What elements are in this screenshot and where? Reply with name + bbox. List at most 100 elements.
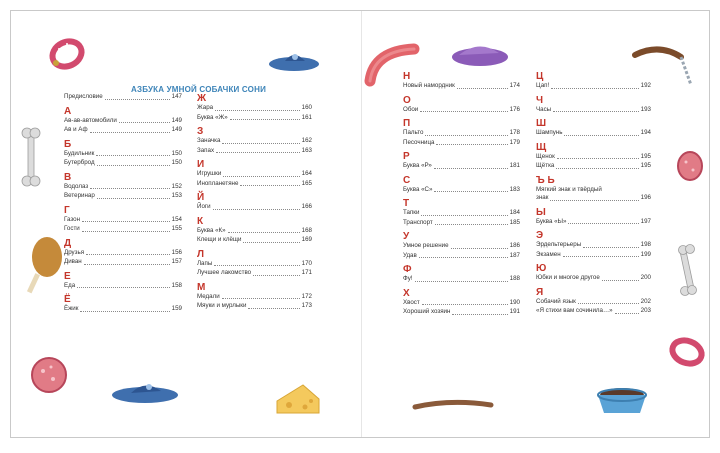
toc-entry[interactable]: Умное решение 186 (403, 242, 520, 251)
toc-entry[interactable]: Буква «Р» 181 (403, 162, 520, 171)
toc-entry[interactable]: Будильник 150 (64, 150, 182, 159)
toc-entry[interactable]: Буква «С» 183 (403, 186, 520, 195)
toc-entry-page: 169 (301, 236, 312, 243)
toc-entry-title: Йоги (197, 203, 211, 210)
toc-entry[interactable]: Щётка 195 (536, 162, 651, 171)
dot-leader (434, 224, 508, 225)
toc-entry-title: Экзамен (536, 250, 561, 258)
dot-leader (221, 298, 300, 299)
toc-entry[interactable]: Медали 172 (197, 293, 312, 302)
toc-entry[interactable]: Игрушки 164 (197, 170, 312, 179)
toc-entry[interactable]: Удав 187 (403, 252, 520, 261)
toc-entry-page: 157 (171, 258, 182, 265)
toc-section: Ш Шампунь 194 (536, 118, 651, 138)
dot-leader (452, 313, 508, 315)
toc-entry[interactable]: Гости 155 (64, 225, 182, 234)
section-letter: Щ (536, 141, 547, 153)
toc-entry[interactable]: «Я стихи вам сочинила…» 203 (536, 307, 651, 316)
toc-entry[interactable]: Инопланетяне 165 (197, 180, 312, 189)
toc-entry[interactable]: Тапки 184 (403, 209, 520, 218)
toc-entry[interactable]: Ав и Аф 149 (64, 126, 182, 135)
toc-entry[interactable]: Клещи и клёщи 169 (197, 236, 312, 245)
toc-entry[interactable]: Хороший хозяин 191 (403, 308, 520, 317)
toc-entry[interactable]: Лучшее лакомство 171 (197, 269, 312, 278)
dot-leader (614, 312, 639, 314)
dot-leader (96, 197, 170, 199)
section-letter: В (64, 171, 72, 183)
toc-entry-title: Предисловие (64, 93, 103, 100)
toc-entry[interactable]: Ветеринар 153 (64, 192, 182, 201)
toc-entry[interactable]: Транспорт 185 (403, 219, 520, 228)
section-letter: Ы (536, 206, 546, 218)
toc-entry-page: 176 (509, 105, 520, 113)
toc-entry[interactable]: Хвост 190 (403, 299, 520, 308)
toc-entry-page: 195 (640, 152, 651, 160)
toc-entry[interactable]: Жара 160 (197, 104, 312, 113)
toc-entry-title: Бутерброд (64, 159, 95, 166)
dot-leader (556, 158, 639, 159)
toc-entry[interactable]: Лапы 170 (197, 260, 312, 269)
toc-entry-title: Буква «К» (197, 226, 226, 234)
toc-section: Щ Щенок 195 Щётка 195 (536, 142, 651, 171)
toc-entry[interactable]: Обои 176 (403, 106, 520, 115)
toc-entry-page: 184 (509, 209, 520, 216)
toc-entry[interactable]: Юбки и многое другое 200 (536, 274, 651, 283)
toc-entry[interactable]: Ёжик 159 (64, 305, 182, 314)
toc-entry-title: Игрушки (197, 170, 222, 177)
toc-entry[interactable]: Новый намордник 174 (403, 82, 520, 91)
toc-entry-title: Хвост (403, 298, 420, 306)
toc-entry[interactable]: Газон 154 (64, 216, 182, 225)
toc-entry[interactable]: Щенок 195 (536, 153, 651, 162)
toc-entry[interactable]: Мяуки и мурлыки 173 (197, 302, 312, 311)
toc-entry[interactable]: Шампунь 194 (536, 129, 651, 138)
toc-entry[interactable]: Экзамен 199 (536, 251, 651, 260)
toc-section: З Заначка 162 Запах 163 (197, 126, 312, 155)
toc-entry-page: 160 (301, 104, 312, 111)
toc-entry[interactable]: Пальто 178 (403, 129, 520, 138)
toc-entry[interactable]: Друзья 156 (64, 249, 182, 258)
toc-entry[interactable]: Эрдельтерьеры 198 (536, 241, 651, 250)
toc-entry[interactable]: Буква «К» 168 (197, 227, 312, 236)
dot-leader (227, 232, 300, 233)
toc-entry[interactable]: Буква «Ы» 197 (536, 218, 651, 227)
toc-section: Ж Жара 160 Буква «Ж» 161 (197, 93, 312, 122)
toc-entry-page: 172 (301, 292, 312, 300)
toc-entry[interactable]: Заначка 162 (197, 137, 312, 146)
toc-entry-page: 173 (301, 302, 312, 309)
toc-entry[interactable]: Предисловие 147 (64, 93, 182, 102)
section-letter: У (403, 231, 410, 242)
toc-entry[interactable]: Бутерброд 150 (64, 159, 182, 168)
toc-column-4: Ц Цап! 192 Ч Часы 193 Ш Шампунь 194 Щ Щенок 195 Щётк… (536, 71, 651, 317)
stick-icon (412, 399, 494, 410)
toc-entry[interactable]: Еда 158 (64, 282, 182, 291)
dot-leader (90, 188, 170, 189)
dog-bowl-icon (597, 388, 647, 413)
toc-entry[interactable]: Песочница 179 (403, 139, 520, 148)
toc-entry-page: 192 (640, 82, 651, 89)
toc-entry-title: Собачий язык (536, 297, 576, 305)
section-letter: А (64, 105, 72, 117)
toc-entry[interactable]: Часы 193 (536, 106, 651, 115)
leash-icon (632, 46, 693, 86)
toc-entry[interactable]: Водолаз 152 (64, 183, 182, 192)
toc-entry-page: 200 (640, 274, 651, 281)
dot-leader (83, 263, 170, 265)
toc-entry[interactable]: Буква «Ж» 161 (197, 114, 312, 123)
toc-entry[interactable]: Йоги 166 (197, 203, 312, 212)
toc-entry[interactable]: Цап! 192 (536, 82, 651, 91)
sausage-icon (364, 43, 420, 87)
toc-entry[interactable]: знак 196 (536, 194, 651, 203)
section-letter: Г (64, 204, 70, 216)
toc-entry[interactable]: Ав-ав-автомобили 149 (64, 117, 182, 126)
toc-entry-title: «Я стихи вам сочинила…» (536, 307, 613, 314)
toc-entry[interactable]: Диван 157 (64, 258, 182, 267)
toc-entry[interactable]: Собачий язык 202 (536, 298, 651, 307)
toc-entry[interactable]: Запах 163 (197, 147, 312, 156)
toc-entry-page: 171 (301, 269, 312, 276)
toc-entry-title: Диван (64, 258, 82, 265)
toc-entry-title: Ав-ав-автомобили (64, 116, 117, 124)
toc-entry-page: 191 (509, 308, 520, 315)
toc-entry[interactable]: Фу! 188 (403, 275, 520, 284)
toc-entry-title: Мяуки и мурлыки (197, 302, 247, 309)
toc-entry-title: Удав (403, 251, 417, 259)
